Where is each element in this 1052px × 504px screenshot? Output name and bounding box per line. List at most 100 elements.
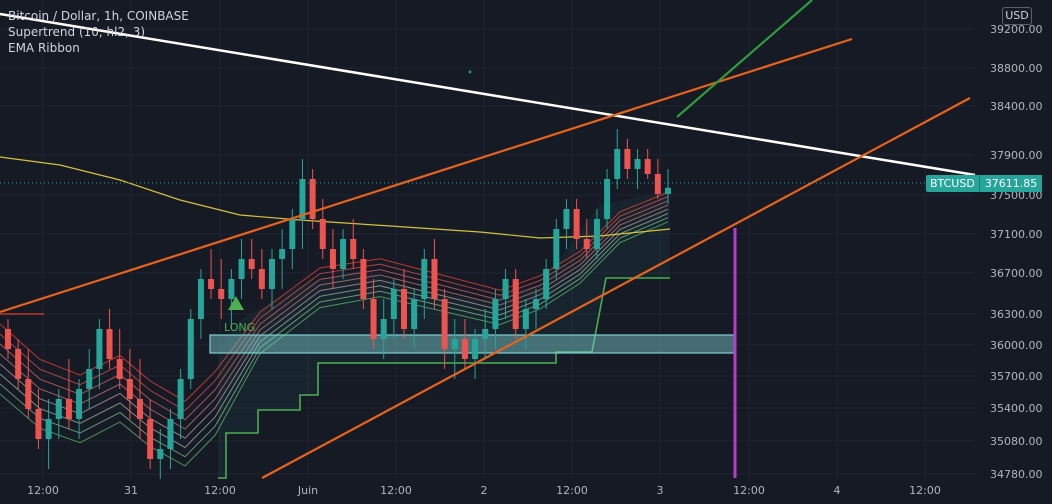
candle-body	[208, 279, 215, 289]
candle-body	[522, 309, 529, 329]
candle-body	[5, 329, 11, 349]
candle-body	[624, 149, 631, 169]
x-tick-label: 3	[657, 484, 664, 497]
candle-body	[248, 259, 255, 269]
ema-ribbon-line	[0, 196, 669, 412]
candle-body	[238, 259, 245, 279]
x-tick-label: Juin	[297, 484, 318, 497]
candle-body	[543, 269, 550, 299]
x-tick-label: 12:00	[27, 484, 59, 497]
candle-body	[116, 359, 123, 379]
candle-body	[86, 369, 93, 389]
candle-body	[665, 187, 671, 194]
y-tick-label: 36300.00	[990, 308, 1043, 321]
long-label: LONG	[224, 321, 255, 334]
candle-body	[258, 269, 265, 289]
candle-body	[106, 329, 113, 359]
last-price-tag: BTCUSD 37611.85	[926, 175, 1043, 192]
ema-ribbon-line	[0, 200, 669, 421]
ema-ribbon-line	[0, 208, 669, 439]
x-tick-label: 2	[481, 484, 488, 497]
ema-ribbon-line	[0, 221, 669, 467]
candle-body	[167, 419, 174, 449]
candle-body	[583, 239, 590, 249]
candle-body	[319, 219, 326, 249]
y-tick-label: 35400.00	[990, 402, 1043, 415]
legend-supertrend: Supertrend (10, hl2, 3)	[8, 25, 146, 39]
y-tick-label: 39200.00	[990, 23, 1043, 36]
x-tick-label: 4	[834, 484, 841, 497]
candle-body	[441, 299, 448, 349]
candle-body	[604, 179, 611, 219]
candle-body	[401, 289, 407, 329]
candle-body	[502, 279, 509, 299]
candle-body	[573, 209, 580, 239]
candle-body	[421, 259, 428, 299]
candle-body	[370, 299, 377, 339]
legend-symbol: Bitcoin / Dollar, 1h, COINBASE	[8, 9, 189, 23]
candle-body	[289, 219, 296, 249]
x-tick-label: 31	[124, 484, 138, 497]
trendline-channel-upper	[0, 37, 853, 314]
x-tick-label: 12:00	[909, 484, 941, 497]
candle-body	[269, 259, 275, 289]
candle-body	[411, 299, 418, 329]
y-tick-label: 37900.00	[990, 149, 1043, 162]
candle-body	[350, 239, 357, 259]
candle-body	[380, 319, 387, 339]
candle-body	[65, 399, 72, 419]
y-tick-label: 38400.00	[990, 100, 1043, 113]
y-tick-label: 38800.00	[990, 62, 1043, 75]
ema-long-line	[0, 156, 671, 239]
y-tick-label: 35700.00	[990, 370, 1043, 383]
supertrend-line	[218, 277, 670, 479]
support-zone	[209, 334, 735, 354]
y-tick-label: 37500.00	[990, 189, 1043, 202]
candle-body	[634, 159, 641, 169]
candle-body	[25, 379, 32, 409]
candle-body	[360, 259, 367, 299]
y-tick-label: 35080.00	[990, 435, 1043, 448]
legend: Bitcoin / Dollar, 1h, COINBASE Supertren…	[8, 8, 189, 56]
trendline-resistance-white	[0, 12, 976, 177]
candle-body	[614, 149, 621, 179]
candle-body	[96, 329, 103, 369]
x-tick-label: 12:00	[380, 484, 412, 497]
candle-body	[512, 279, 519, 329]
candle-body	[482, 329, 489, 339]
candle-body	[431, 259, 438, 299]
ema-ribbon-line	[0, 217, 669, 458]
candle-body	[197, 279, 204, 319]
candle-body	[126, 379, 133, 399]
x-tick-label: 12:00	[204, 484, 236, 497]
candle-body	[45, 419, 52, 439]
candle-body	[137, 399, 143, 419]
candle-body	[187, 319, 194, 379]
candle-body	[533, 299, 539, 309]
candle-body	[55, 399, 62, 419]
candle-body	[299, 179, 306, 219]
candle-body	[644, 159, 651, 174]
candle-body	[76, 389, 83, 419]
candle-body	[553, 229, 560, 269]
candle-body	[147, 419, 154, 459]
candle-body	[279, 249, 286, 259]
candle-body	[329, 249, 336, 269]
trendline-green	[676, 0, 813, 118]
candle-body	[340, 239, 347, 269]
long-arrow-icon	[228, 296, 244, 310]
candle-body	[309, 179, 316, 219]
y-tick-label: 36700.00	[990, 267, 1043, 280]
candle-body	[451, 339, 458, 349]
candle-body	[472, 339, 479, 359]
ema-ribbon-line	[0, 204, 669, 430]
candle-body	[461, 339, 468, 359]
currency-badge[interactable]: USD	[1002, 7, 1032, 25]
candle-body	[218, 289, 225, 299]
y-tick-label: 36000.00	[990, 339, 1043, 352]
last-price-value: 37611.85	[978, 175, 1043, 192]
trendline-channel-lower	[261, 97, 971, 479]
legend-ema-ribbon: EMA Ribbon	[8, 41, 80, 55]
